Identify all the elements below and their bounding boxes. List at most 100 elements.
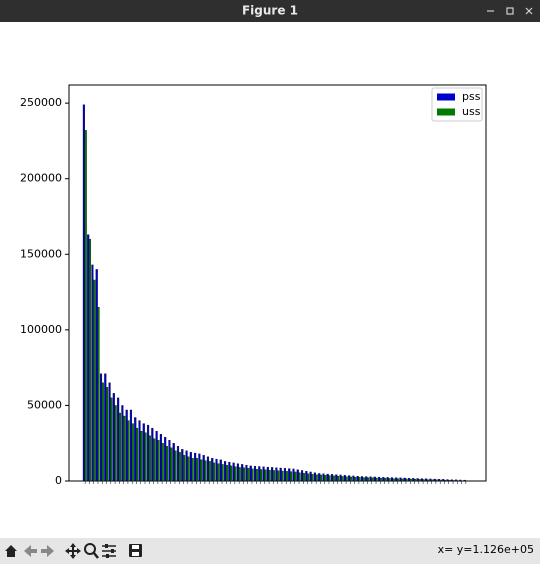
bar	[288, 469, 290, 481]
bar	[276, 468, 278, 481]
bar	[412, 478, 414, 481]
bar	[110, 398, 112, 481]
bar	[145, 433, 147, 481]
bar	[256, 469, 258, 481]
bar	[397, 479, 399, 481]
bar	[241, 464, 243, 481]
bar	[224, 461, 226, 481]
bar	[430, 479, 432, 481]
bar	[346, 477, 348, 481]
status-text: x= y=1.126e+05	[438, 543, 534, 556]
bar	[440, 480, 442, 481]
bar	[387, 477, 389, 481]
bar	[451, 480, 453, 481]
bar	[115, 405, 117, 481]
bar	[350, 477, 352, 481]
bar	[181, 449, 183, 481]
bar	[417, 478, 419, 481]
bar	[96, 269, 98, 481]
bar	[371, 478, 373, 481]
bar	[341, 476, 343, 481]
bar	[290, 472, 292, 481]
bar	[209, 461, 211, 481]
bar	[361, 476, 363, 481]
bar	[301, 470, 303, 481]
legend-swatch	[437, 94, 455, 101]
bar	[199, 454, 201, 481]
bar	[109, 383, 111, 481]
bar	[247, 468, 249, 481]
bar	[92, 265, 94, 481]
y-tick-label: 150000	[20, 247, 62, 260]
bar	[333, 476, 335, 481]
bar	[83, 105, 85, 481]
bar	[239, 467, 241, 481]
bar	[312, 474, 314, 481]
bar	[216, 459, 218, 481]
window-title: Figure 1	[242, 4, 298, 18]
bar	[273, 470, 275, 481]
bar	[194, 453, 196, 481]
bar	[136, 428, 138, 481]
bar	[203, 455, 205, 481]
bar	[391, 478, 393, 481]
bar	[102, 383, 104, 481]
bar	[310, 472, 312, 481]
bar	[365, 477, 367, 481]
legend-label: uss	[462, 105, 481, 118]
bar	[453, 480, 455, 481]
bar	[260, 470, 262, 481]
bar	[305, 471, 307, 481]
bar	[444, 480, 446, 481]
bar	[431, 480, 433, 481]
bar	[354, 477, 356, 481]
bar	[401, 479, 403, 481]
bar	[130, 410, 132, 481]
bar	[170, 448, 172, 481]
bar	[363, 478, 365, 481]
bar	[380, 478, 382, 481]
bar	[421, 479, 423, 481]
bar	[374, 477, 376, 481]
bar	[357, 476, 359, 481]
bar	[226, 465, 228, 481]
bar	[113, 393, 115, 481]
bar	[382, 477, 384, 481]
bar	[267, 467, 269, 481]
bar	[228, 462, 230, 481]
bar	[89, 239, 91, 481]
bar	[122, 405, 124, 481]
bar	[353, 476, 355, 481]
bar	[192, 458, 194, 481]
bar	[207, 457, 209, 481]
bar	[389, 478, 391, 481]
bar	[320, 475, 322, 481]
bar	[284, 468, 286, 481]
bar	[327, 474, 329, 481]
bar	[175, 451, 177, 481]
bar	[151, 428, 153, 481]
bar	[418, 479, 420, 481]
y-tick-label: 250000	[20, 96, 62, 109]
bar	[263, 467, 265, 481]
bar	[177, 446, 179, 481]
bar	[393, 479, 395, 481]
bar	[205, 461, 207, 481]
bar	[404, 478, 406, 481]
bar	[340, 475, 342, 481]
bar	[277, 471, 279, 481]
bar	[235, 467, 237, 481]
bar	[252, 469, 254, 481]
bar	[230, 466, 232, 481]
bar	[233, 463, 235, 481]
y-tick-label: 100000	[20, 323, 62, 336]
bar	[307, 474, 309, 481]
bar	[323, 474, 325, 481]
bar	[425, 479, 427, 481]
bar	[442, 479, 444, 481]
bar	[293, 469, 295, 481]
bar	[162, 443, 164, 481]
bar	[367, 478, 369, 481]
bar	[143, 424, 145, 481]
bar	[318, 473, 320, 481]
